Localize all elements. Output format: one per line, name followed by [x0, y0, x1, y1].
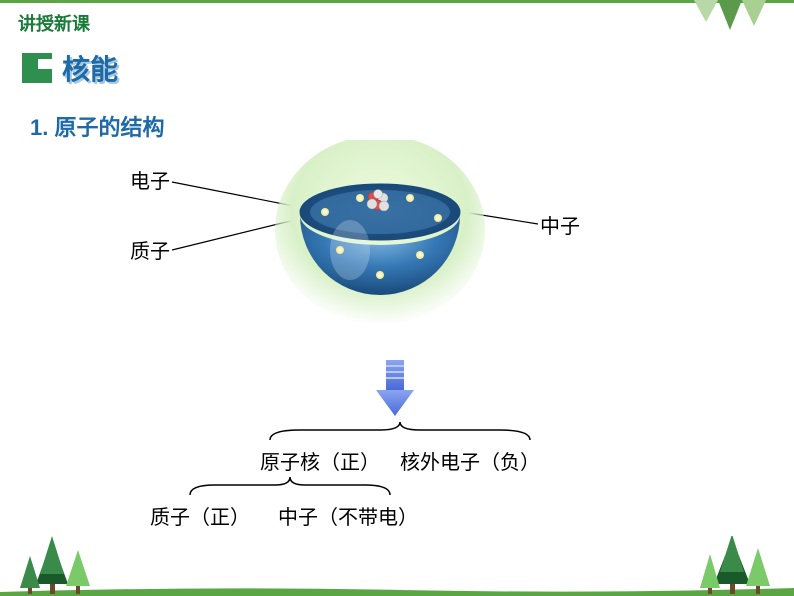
- title-icon: [22, 53, 52, 83]
- atom-diagram: 电子 原子核 质子 中子: [100, 140, 660, 370]
- atom-graphic: [270, 140, 490, 340]
- title-row: 核能: [22, 48, 118, 88]
- tree-label-proton-pos: 质子（正）: [150, 501, 250, 530]
- tree-label-nucleus-pos: 原子核（正）: [260, 446, 380, 475]
- brace-bottom: [180, 475, 400, 497]
- corner-decoration: [694, 0, 784, 38]
- section-header: 讲授新课: [18, 10, 90, 36]
- tree-row-1: 原子核（正） 核外电子（负）: [140, 446, 660, 475]
- section-label: 讲授新课: [18, 14, 90, 34]
- tree-label-neutron-neutral: 中子（不带电）: [278, 501, 418, 530]
- tree-row-2: 质子（正） 中子（不带电）: [150, 501, 660, 530]
- tree-label-electron-neg: 核外电子（负）: [400, 446, 540, 475]
- top-green-border: [0, 0, 794, 3]
- brace-top: [260, 420, 540, 442]
- hierarchy-tree: 原子核（正） 核外电子（负） 质子（正） 中子（不带电）: [140, 420, 660, 530]
- downward-arrow-icon: [370, 360, 420, 420]
- footer-decoration: [0, 536, 794, 596]
- page-title: 核能: [62, 48, 118, 88]
- subtitle: 1. 原子的结构: [30, 110, 164, 142]
